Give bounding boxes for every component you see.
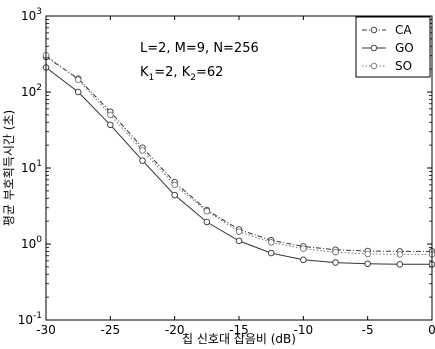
legend-label-go: GO xyxy=(395,41,414,55)
y-tick-labels: 10-1 100 101 102 103 xyxy=(18,7,43,327)
data-point-so xyxy=(364,250,371,258)
y-tick-label: 101 xyxy=(21,159,42,175)
series-layer xyxy=(42,51,435,268)
x-tick-label: -20 xyxy=(165,323,185,337)
x-tick-label: -15 xyxy=(229,323,249,337)
legend-marker-go xyxy=(370,44,378,52)
data-point-so xyxy=(300,245,307,252)
data-point-go xyxy=(171,191,178,199)
data-point-go xyxy=(396,261,404,268)
series-line-ca xyxy=(45,56,432,252)
y-axis-label: 평균 부호획득시간 (초) xyxy=(2,110,16,226)
y-tick-label: 103 xyxy=(21,7,42,23)
data-point-so xyxy=(203,207,211,215)
series-ca xyxy=(42,53,435,255)
data-point-so xyxy=(235,228,243,235)
data-point-go xyxy=(139,157,146,164)
data-point-so xyxy=(267,239,275,246)
x-axis-label: 칩 신호대 잡음비 (dB) xyxy=(182,332,296,346)
legend: CA GO SO xyxy=(355,16,431,78)
y-tick-label: 10-1 xyxy=(18,311,42,327)
data-point-go xyxy=(203,218,211,226)
data-point-so xyxy=(171,181,178,189)
data-point-go xyxy=(107,121,114,129)
data-point-go xyxy=(364,260,371,267)
series-go xyxy=(42,64,435,268)
x-tick-label: -25 xyxy=(101,323,121,337)
y-tick-label: 102 xyxy=(21,83,42,99)
series-line-so xyxy=(45,54,432,255)
annotation-params: L=2, M=9, N=256 xyxy=(140,41,259,56)
legend-box xyxy=(355,16,431,78)
data-point-so xyxy=(332,248,339,256)
legend-marker-ca xyxy=(370,26,378,34)
data-point-go xyxy=(332,259,339,266)
annotation-k-values: K1=2, K2=62 xyxy=(140,65,223,83)
data-point-so xyxy=(107,111,114,119)
x-tick-label: -10 xyxy=(294,323,314,337)
legend-items: CA GO SO xyxy=(362,23,414,73)
data-point-so xyxy=(139,147,146,154)
legend-marker-so xyxy=(370,62,378,70)
data-point-so xyxy=(396,251,404,258)
x-tick-label: -30 xyxy=(36,323,56,337)
plot-area xyxy=(45,15,433,321)
data-point-go xyxy=(74,88,82,96)
y-tick-label: 100 xyxy=(21,235,42,251)
x-tick-label: -5 xyxy=(362,323,374,337)
data-point-so xyxy=(74,76,82,83)
data-point-go xyxy=(235,237,243,245)
x-tick-labels: -30 -25 -20 -15 -10 -5 0 xyxy=(36,323,435,337)
data-point-go xyxy=(300,256,307,264)
x-tick-label: 0 xyxy=(428,323,435,337)
legend-label-so: SO xyxy=(395,59,412,73)
data-point-go xyxy=(267,249,275,257)
legend-label-ca: CA xyxy=(395,23,412,37)
